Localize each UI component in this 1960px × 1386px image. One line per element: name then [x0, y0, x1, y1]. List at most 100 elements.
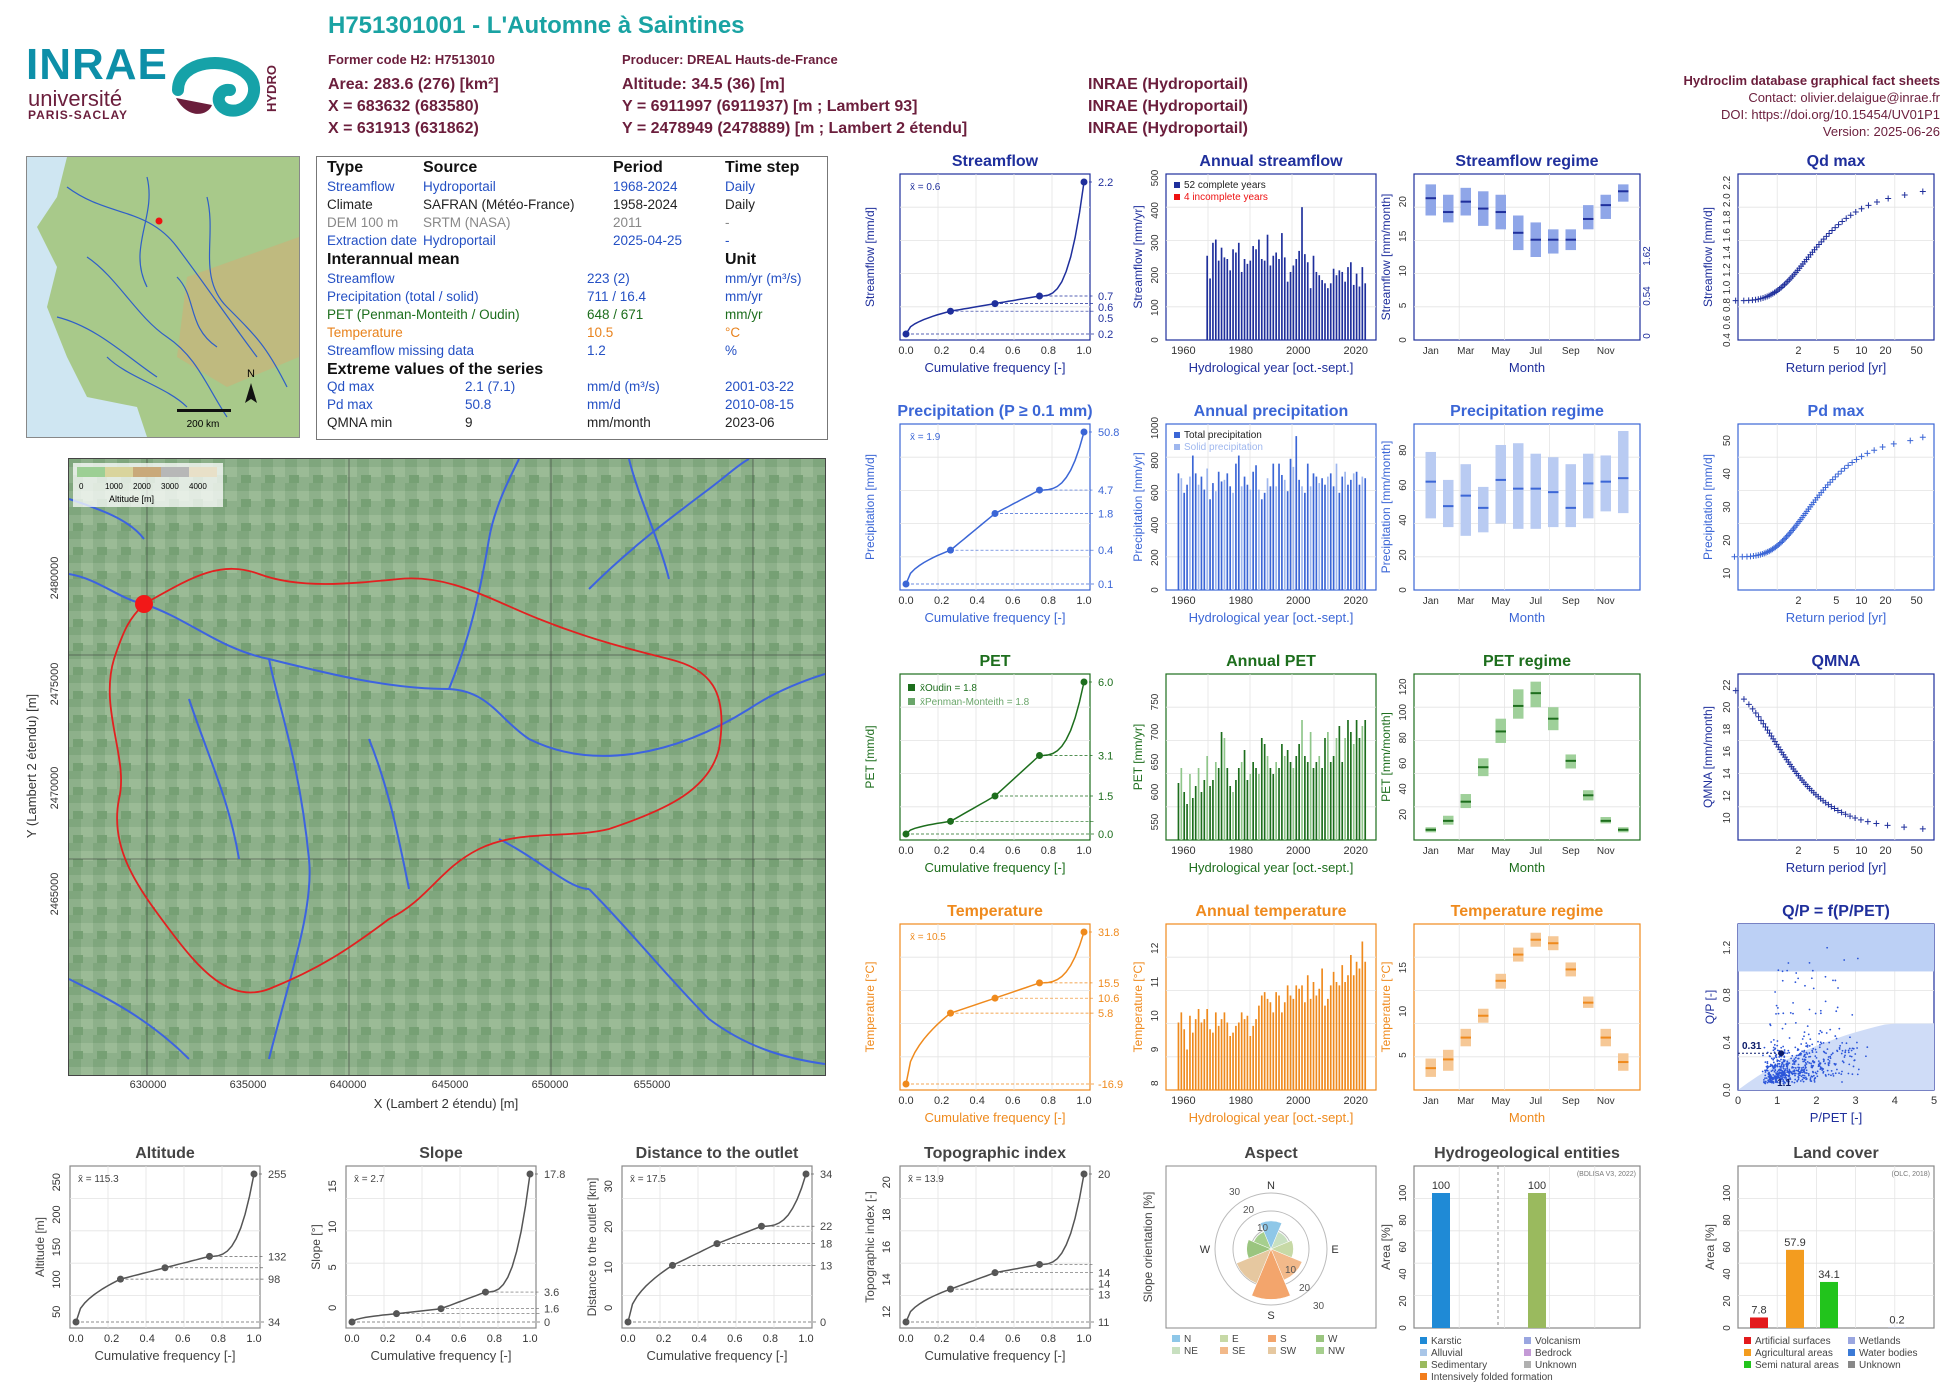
- qp-point: [1826, 1069, 1829, 1072]
- annual-bar: [1272, 255, 1275, 340]
- annual-bar: [1329, 473, 1332, 590]
- qp-point: [1812, 1047, 1815, 1050]
- return-period-point: [1779, 538, 1786, 545]
- annual-bar: [1298, 479, 1300, 590]
- return-period-point: [1843, 215, 1850, 222]
- plot-frame: [899, 423, 1091, 591]
- annual_pet-chart: Annual PET 1960 1980 2000 2020 550 600 650 700 75…: [1131, 653, 1377, 875]
- x-tick-label: 0.6: [1005, 595, 1020, 607]
- qp-point: [1793, 1060, 1796, 1063]
- qp-point: [1822, 1050, 1825, 1053]
- annual-bar: [1180, 768, 1183, 840]
- source-3: INRAE (Hydroportail): [1088, 120, 1248, 137]
- plot-frame: [345, 1165, 537, 1329]
- qp-point: [1801, 1078, 1804, 1081]
- qp-point: [1788, 1073, 1791, 1075]
- chart-title: Temperature regime: [1451, 903, 1604, 920]
- qp-point: [1772, 1058, 1775, 1061]
- qp-point: [1798, 1074, 1800, 1077]
- x-tick-label: Nov: [1597, 846, 1615, 857]
- qp-point: [1774, 1054, 1777, 1057]
- annual-bar: [1252, 762, 1254, 840]
- y-tick-label: 250: [51, 1173, 63, 1191]
- right-tick-label: 14: [1098, 1268, 1110, 1280]
- x-tick-label: 0.8: [1041, 345, 1056, 357]
- x-tick-label: 0: [1735, 1095, 1741, 1107]
- qp-point: [1826, 946, 1829, 949]
- y-axis-label: Precipitation [mm/yr]: [1131, 452, 1145, 561]
- annual-bar: [1361, 267, 1364, 340]
- y-axis-label: Altitude [m]: [33, 1217, 47, 1277]
- x-tick-label: 20: [1879, 845, 1891, 857]
- qp-point: [1812, 987, 1815, 990]
- qp-point: [1781, 1062, 1784, 1064]
- x-tick-label: 1.0: [522, 1333, 537, 1345]
- legend-label: Solid precipitation: [1184, 442, 1263, 453]
- annual-bar: [1283, 756, 1286, 840]
- y-tick-label: 0: [1398, 1325, 1409, 1331]
- annual-bar: [1301, 720, 1303, 840]
- annual-bar: [1260, 995, 1263, 1090]
- qp-point: [1848, 1047, 1851, 1050]
- qp-point: [1772, 1061, 1775, 1064]
- return-period-point: [1832, 473, 1839, 480]
- qp-point: [1780, 1046, 1783, 1049]
- doi-text[interactable]: DOI: https://doi.org/10.15454/UV01P1: [1721, 107, 1940, 122]
- chart-title: Precipitation (P ≥ 0.1 mm): [897, 403, 1092, 420]
- annual-bar: [1212, 483, 1214, 590]
- info-cell: mm/yr (m³/s): [725, 271, 802, 286]
- return-period-point: [1864, 818, 1871, 825]
- x-tick-label: 0.0: [68, 1333, 83, 1345]
- annual-bar: [1212, 242, 1214, 340]
- right-tick-label: 0.7: [1098, 291, 1113, 303]
- qp-point: [1783, 1076, 1786, 1079]
- y-tick-label: 2.2: [1722, 175, 1733, 189]
- annual-bar: [1232, 492, 1234, 590]
- annual-bar: [1177, 783, 1180, 840]
- annual-bar: [1214, 1012, 1217, 1090]
- right-tick-label: 15.5: [1098, 978, 1119, 990]
- qp-point: [1773, 1048, 1776, 1051]
- qp-point: [1780, 1063, 1783, 1066]
- annual-bar: [1191, 798, 1194, 840]
- annual-bar: [1332, 971, 1335, 1090]
- qp-point: [1771, 1065, 1774, 1068]
- return-period-point: [1907, 437, 1914, 444]
- legend-swatch: [1174, 432, 1180, 438]
- y-axis-label: Temperature [°C]: [1379, 962, 1393, 1053]
- qp-point: [1781, 970, 1784, 973]
- legend-swatch: [1172, 1347, 1180, 1354]
- qp-point: [1803, 1077, 1806, 1079]
- qp-point: [1804, 1065, 1807, 1067]
- right-tick-label: 0: [1642, 333, 1653, 339]
- x-tick-label: 0.6: [1005, 1333, 1020, 1345]
- annual-bar: [1183, 1029, 1186, 1090]
- qp-point: [1794, 981, 1797, 984]
- x-tick-label: 2: [1795, 845, 1801, 857]
- annual-bar: [1344, 281, 1346, 340]
- y-tick-label: 40: [1722, 468, 1733, 480]
- annual-bar: [1260, 499, 1263, 590]
- y-tick-label: 500: [1150, 169, 1161, 186]
- annual-bar: [1352, 473, 1355, 590]
- qp-point: [1829, 1028, 1832, 1031]
- y-tick-label: 18: [881, 1208, 893, 1220]
- x-tick-label: Nov: [1597, 346, 1615, 357]
- legend-label: Water bodies: [1859, 1348, 1918, 1359]
- plot-frame: [899, 673, 1091, 841]
- chart-title: Temperature: [947, 903, 1043, 920]
- annual-bar: [1209, 786, 1211, 840]
- chart-title: Annual temperature: [1195, 903, 1346, 920]
- x-tick-label: 5: [1931, 1095, 1937, 1107]
- annual-bar: [1263, 992, 1266, 1090]
- y-tick-label: 9: [1150, 1046, 1161, 1052]
- qp-point: [1805, 1045, 1808, 1048]
- x-tick-label: 0.0: [898, 1095, 913, 1107]
- qp-point: [1772, 1078, 1775, 1081]
- chart-title: Pd max: [1808, 403, 1865, 420]
- x-axis-label: Cumulative frequency [-]: [371, 1348, 512, 1363]
- qp-point: [1824, 1000, 1827, 1003]
- annual-bar: [1315, 762, 1318, 840]
- qp-point: [1793, 1081, 1796, 1084]
- qp-point: [1780, 1058, 1782, 1061]
